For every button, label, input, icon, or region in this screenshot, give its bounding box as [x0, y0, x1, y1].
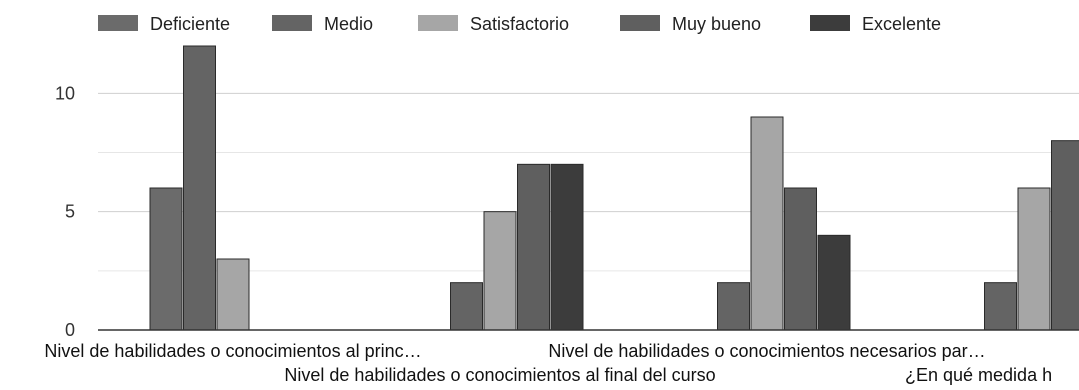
bar-satisfactorio — [216, 258, 250, 331]
legend-label: Muy bueno — [672, 14, 761, 34]
legend-swatch — [620, 15, 660, 31]
category-label: Nivel de habilidades o conocimientos al … — [44, 341, 421, 361]
category-label: Nivel de habilidades o conocimientos al … — [284, 365, 715, 385]
legend: Deficiente Medio Satisfactorio Muy bueno Exc… — [98, 14, 941, 34]
legend-label: Medio — [324, 14, 373, 34]
legend-swatch — [272, 15, 312, 31]
legend-item-satisfactorio[interactable]: Satisfactorio — [418, 14, 569, 34]
category-label: Nivel de habilidades o conocimientos nec… — [548, 341, 985, 361]
bars — [149, 45, 1079, 331]
legend-label: Excelente — [862, 14, 941, 34]
legend-item-medio[interactable]: Medio — [272, 14, 373, 34]
y-axis-tick-labels: 0 5 10 — [55, 83, 75, 340]
y-tick-label: 10 — [55, 83, 75, 103]
bar-medio — [717, 282, 750, 331]
legend-item-deficiente[interactable]: Deficiente — [98, 14, 230, 34]
bar-deficiente — [149, 187, 183, 331]
bar-excelente — [817, 234, 851, 331]
bar-medio — [984, 282, 1017, 331]
legend-swatch — [98, 15, 138, 31]
legend-swatch — [418, 15, 458, 31]
bar-muy-bueno — [1051, 140, 1079, 331]
bar-satisfactorio — [1017, 187, 1051, 331]
category-label: ¿En qué medida h — [905, 365, 1052, 385]
legend-item-muy-bueno[interactable]: Muy bueno — [620, 14, 761, 34]
legend-label: Deficiente — [150, 14, 230, 34]
legend-item-excelente[interactable]: Excelente — [810, 14, 941, 34]
y-tick-label: 5 — [65, 202, 75, 222]
bar-medio — [183, 45, 216, 331]
bar-muy-bueno — [517, 163, 550, 331]
legend-swatch — [810, 15, 850, 31]
category-labels: Nivel de habilidades o conocimientos al … — [44, 341, 1052, 385]
grid-lines — [98, 92, 1079, 272]
y-tick-label: 0 — [65, 320, 75, 340]
bar-excelente — [550, 163, 584, 331]
bar-satisfactorio — [483, 211, 517, 331]
bar-muy-bueno — [784, 187, 817, 331]
bar-satisfactorio — [750, 116, 784, 331]
bar-medio — [450, 282, 483, 331]
legend-label: Satisfactorio — [470, 14, 569, 34]
